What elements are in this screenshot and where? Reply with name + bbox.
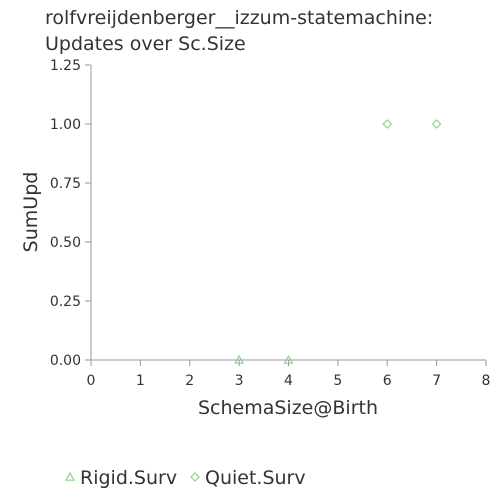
x-tick-label: 7 [432,373,441,389]
y-tick-label: 1.00 [50,117,81,133]
legend-label: Quiet.Surv [205,467,306,489]
legend-triangle-icon [64,471,76,481]
triangle-point [283,354,294,364]
x-tick-label: 4 [284,373,293,389]
y-axis-ticks: 0.00 0.25 0.50 0.75 1.00 1.25 [50,58,91,369]
chart-title-line-1: rolfvreijdenberger__izzum-statemachine: [45,7,433,29]
x-tick-label: 5 [333,373,342,389]
x-tick-label: 3 [235,373,244,389]
x-tick-label: 8 [482,373,491,389]
y-tick-label: 0.50 [50,235,81,251]
triangle-point [234,354,245,364]
x-tick-label: 6 [383,373,392,389]
legend: Rigid.Surv Quiet.Surv [64,467,306,489]
x-tick-label: 1 [136,373,145,389]
diamond-point [382,119,393,129]
x-axis-title: SchemaSize@Birth [198,397,378,419]
legend-diamond-icon [190,472,200,482]
x-tick-label: 2 [185,373,194,389]
x-tick-label: 0 [87,373,96,389]
data-points [234,119,442,364]
y-tick-label: 0.00 [50,353,81,369]
y-tick-label: 1.25 [50,58,81,74]
x-axis-ticks: 0 1 2 3 4 5 6 7 8 [87,360,491,389]
y-tick-label: 0.25 [50,294,81,310]
y-axis-title: SumUpd [20,172,42,253]
chart-title-line-2: Updates over Sc.Size [45,33,246,55]
diamond-point [431,119,442,129]
legend-label: Rigid.Surv [80,467,177,489]
y-tick-label: 0.75 [50,176,81,192]
